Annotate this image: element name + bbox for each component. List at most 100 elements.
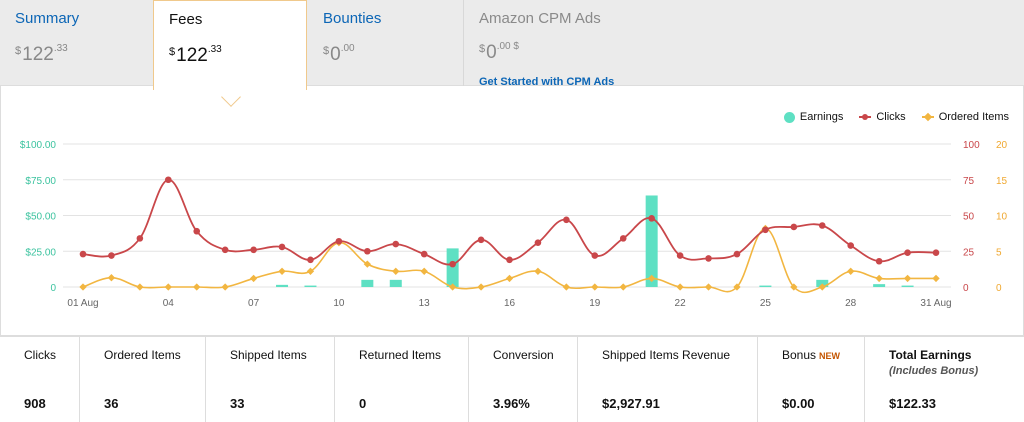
ordered-items-point [448, 283, 457, 291]
stat-shipped-items: Shipped Items 33 [206, 337, 335, 422]
stat-total-note: (Includes Bonus) [889, 365, 979, 377]
stat-clicks: Clicks 908 [0, 337, 80, 422]
x-tick-label: 16 [504, 298, 516, 309]
clicks-point [619, 235, 627, 242]
x-tick-label: 19 [589, 298, 601, 309]
ordered-items-point [847, 267, 855, 275]
clicks-point [932, 249, 940, 256]
y-left-tick-label: $75.00 [25, 176, 56, 187]
y-right-ordered-tick-label: 20 [996, 140, 1008, 151]
ordered-items-point [420, 267, 428, 275]
earnings-bar [389, 279, 402, 287]
clicks-point [193, 227, 201, 235]
x-tick-label: 07 [248, 298, 260, 309]
clicks-point [108, 252, 115, 259]
ordered-items-point [591, 283, 599, 291]
clicks-point [392, 240, 400, 248]
ordered-items-point [647, 274, 656, 283]
clicks-point [307, 256, 314, 264]
stat-total-earnings: Total Earnings (Includes Bonus) $122.33 [865, 337, 1024, 422]
tab-summary-label: Summary [15, 10, 80, 27]
clicks-point [818, 222, 826, 229]
stat-bonus-value: $0.00 [782, 396, 815, 411]
stat-shipped-revenue: Shipped Items Revenue $2,927.91 [578, 337, 758, 422]
tab-summary[interactable]: Summary $122.33 [0, 0, 154, 86]
ordered-items-point [477, 283, 485, 291]
clicks-point [449, 260, 456, 268]
clicks-point [165, 176, 172, 184]
y-right-clicks-tick-label: 100 [963, 140, 980, 151]
stat-clicks-value: 908 [24, 396, 46, 411]
legend-ordered-swatch [921, 112, 934, 122]
clicks-point [790, 223, 798, 231]
legend-earnings[interactable]: Earnings [783, 111, 843, 123]
stat-conversion: Conversion 3.96% [469, 337, 578, 422]
ordered-items-point [903, 274, 912, 283]
stat-returned-value: 0 [359, 396, 367, 411]
earnings-bar [873, 284, 886, 287]
chart-panel: Earnings Clicks Ordered Items 0 0 0 $25.00 2… [0, 86, 1024, 336]
earnings-chart: 0 0 0 $25.00 25 5 $50.00 50 10 $75.00 75 15 $100.00 1… [20, 140, 1008, 309]
earnings-bar [446, 248, 459, 287]
clicks-point [733, 250, 741, 258]
x-tick-label: 04 [163, 298, 175, 309]
ordered-items-point [619, 283, 627, 291]
x-tick-label: 10 [333, 298, 345, 309]
clicks-point [506, 256, 513, 264]
stat-shipped-value: 33 [230, 396, 245, 411]
clicks-point [221, 246, 229, 254]
stat-bonus-label: Bonus NEW [782, 348, 841, 362]
legend-clicks[interactable]: Clicks [859, 111, 906, 123]
stat-total-label: Total Earnings [889, 348, 972, 362]
ordered-items-point [875, 274, 883, 283]
earnings-bar [304, 285, 317, 287]
legend-earnings-swatch [783, 111, 795, 123]
clicks-point [534, 239, 542, 246]
earnings-bar [361, 279, 374, 287]
stat-ordered-items: Ordered Items 36 [80, 337, 206, 422]
y-left-tick-label: $100.00 [20, 140, 57, 151]
clicks-point [79, 250, 87, 258]
stat-ordered-label: Ordered Items [104, 348, 181, 362]
stat-conversion-label: Conversion [493, 348, 554, 362]
ordered-items-point [221, 283, 229, 291]
y-right-ordered-tick-label: 10 [996, 212, 1008, 223]
legend-ordered-items[interactable]: Ordered Items [921, 111, 1009, 123]
legend-ordered-label: Ordered Items [938, 111, 1009, 123]
stat-revenue-value: $2,927.91 [602, 396, 660, 411]
clicks-point [136, 235, 144, 242]
clicks-point [676, 252, 684, 259]
stat-conversion-value: 3.96% [493, 396, 530, 411]
x-tick-label: 22 [675, 298, 687, 309]
stat-total-value: $122.33 [889, 396, 936, 411]
ordered-items-point [676, 283, 684, 291]
tab-summary-amount: $122.33 [15, 43, 68, 65]
clicks-point [904, 249, 911, 256]
stat-clicks-label: Clicks [24, 348, 56, 362]
y-right-clicks-tick-label: 0 [963, 283, 969, 294]
clicks-point [705, 255, 712, 262]
ordered-items-point [136, 283, 144, 291]
active-tab-pointer-cover [220, 86, 242, 95]
clicks-point [335, 237, 343, 245]
stat-ordered-value: 36 [104, 396, 119, 411]
earnings-bar [759, 285, 772, 287]
tab-cpm-ads[interactable]: Amazon CPM Ads $0.00 $ Get Started with … [463, 0, 663, 88]
y-left-tick-label: 0 [50, 283, 56, 294]
ordered-items-point [79, 283, 87, 291]
clicks-point [278, 243, 286, 251]
tab-bounties[interactable]: Bounties $0.00 [308, 0, 462, 86]
x-tick-label: 31 Aug [920, 298, 951, 309]
summary-stats: Clicks 908 Ordered Items 36 Shipped Item… [0, 336, 1024, 422]
ordered-items-point [363, 260, 372, 268]
ordered-items-point [392, 267, 400, 275]
tab-fees[interactable]: Fees $122.33 [153, 0, 307, 90]
ordered-items-point [505, 274, 514, 283]
ordered-items-point [790, 283, 798, 291]
tab-bounties-amount: $0.00 [323, 43, 355, 65]
x-tick-label: 25 [760, 298, 772, 309]
legend-clicks-label: Clicks [876, 111, 906, 123]
get-started-cpm-link[interactable]: Get Started with CPM Ads [479, 76, 615, 88]
tab-cpm-label: Amazon CPM Ads [479, 10, 601, 27]
clicks-point [847, 242, 854, 249]
